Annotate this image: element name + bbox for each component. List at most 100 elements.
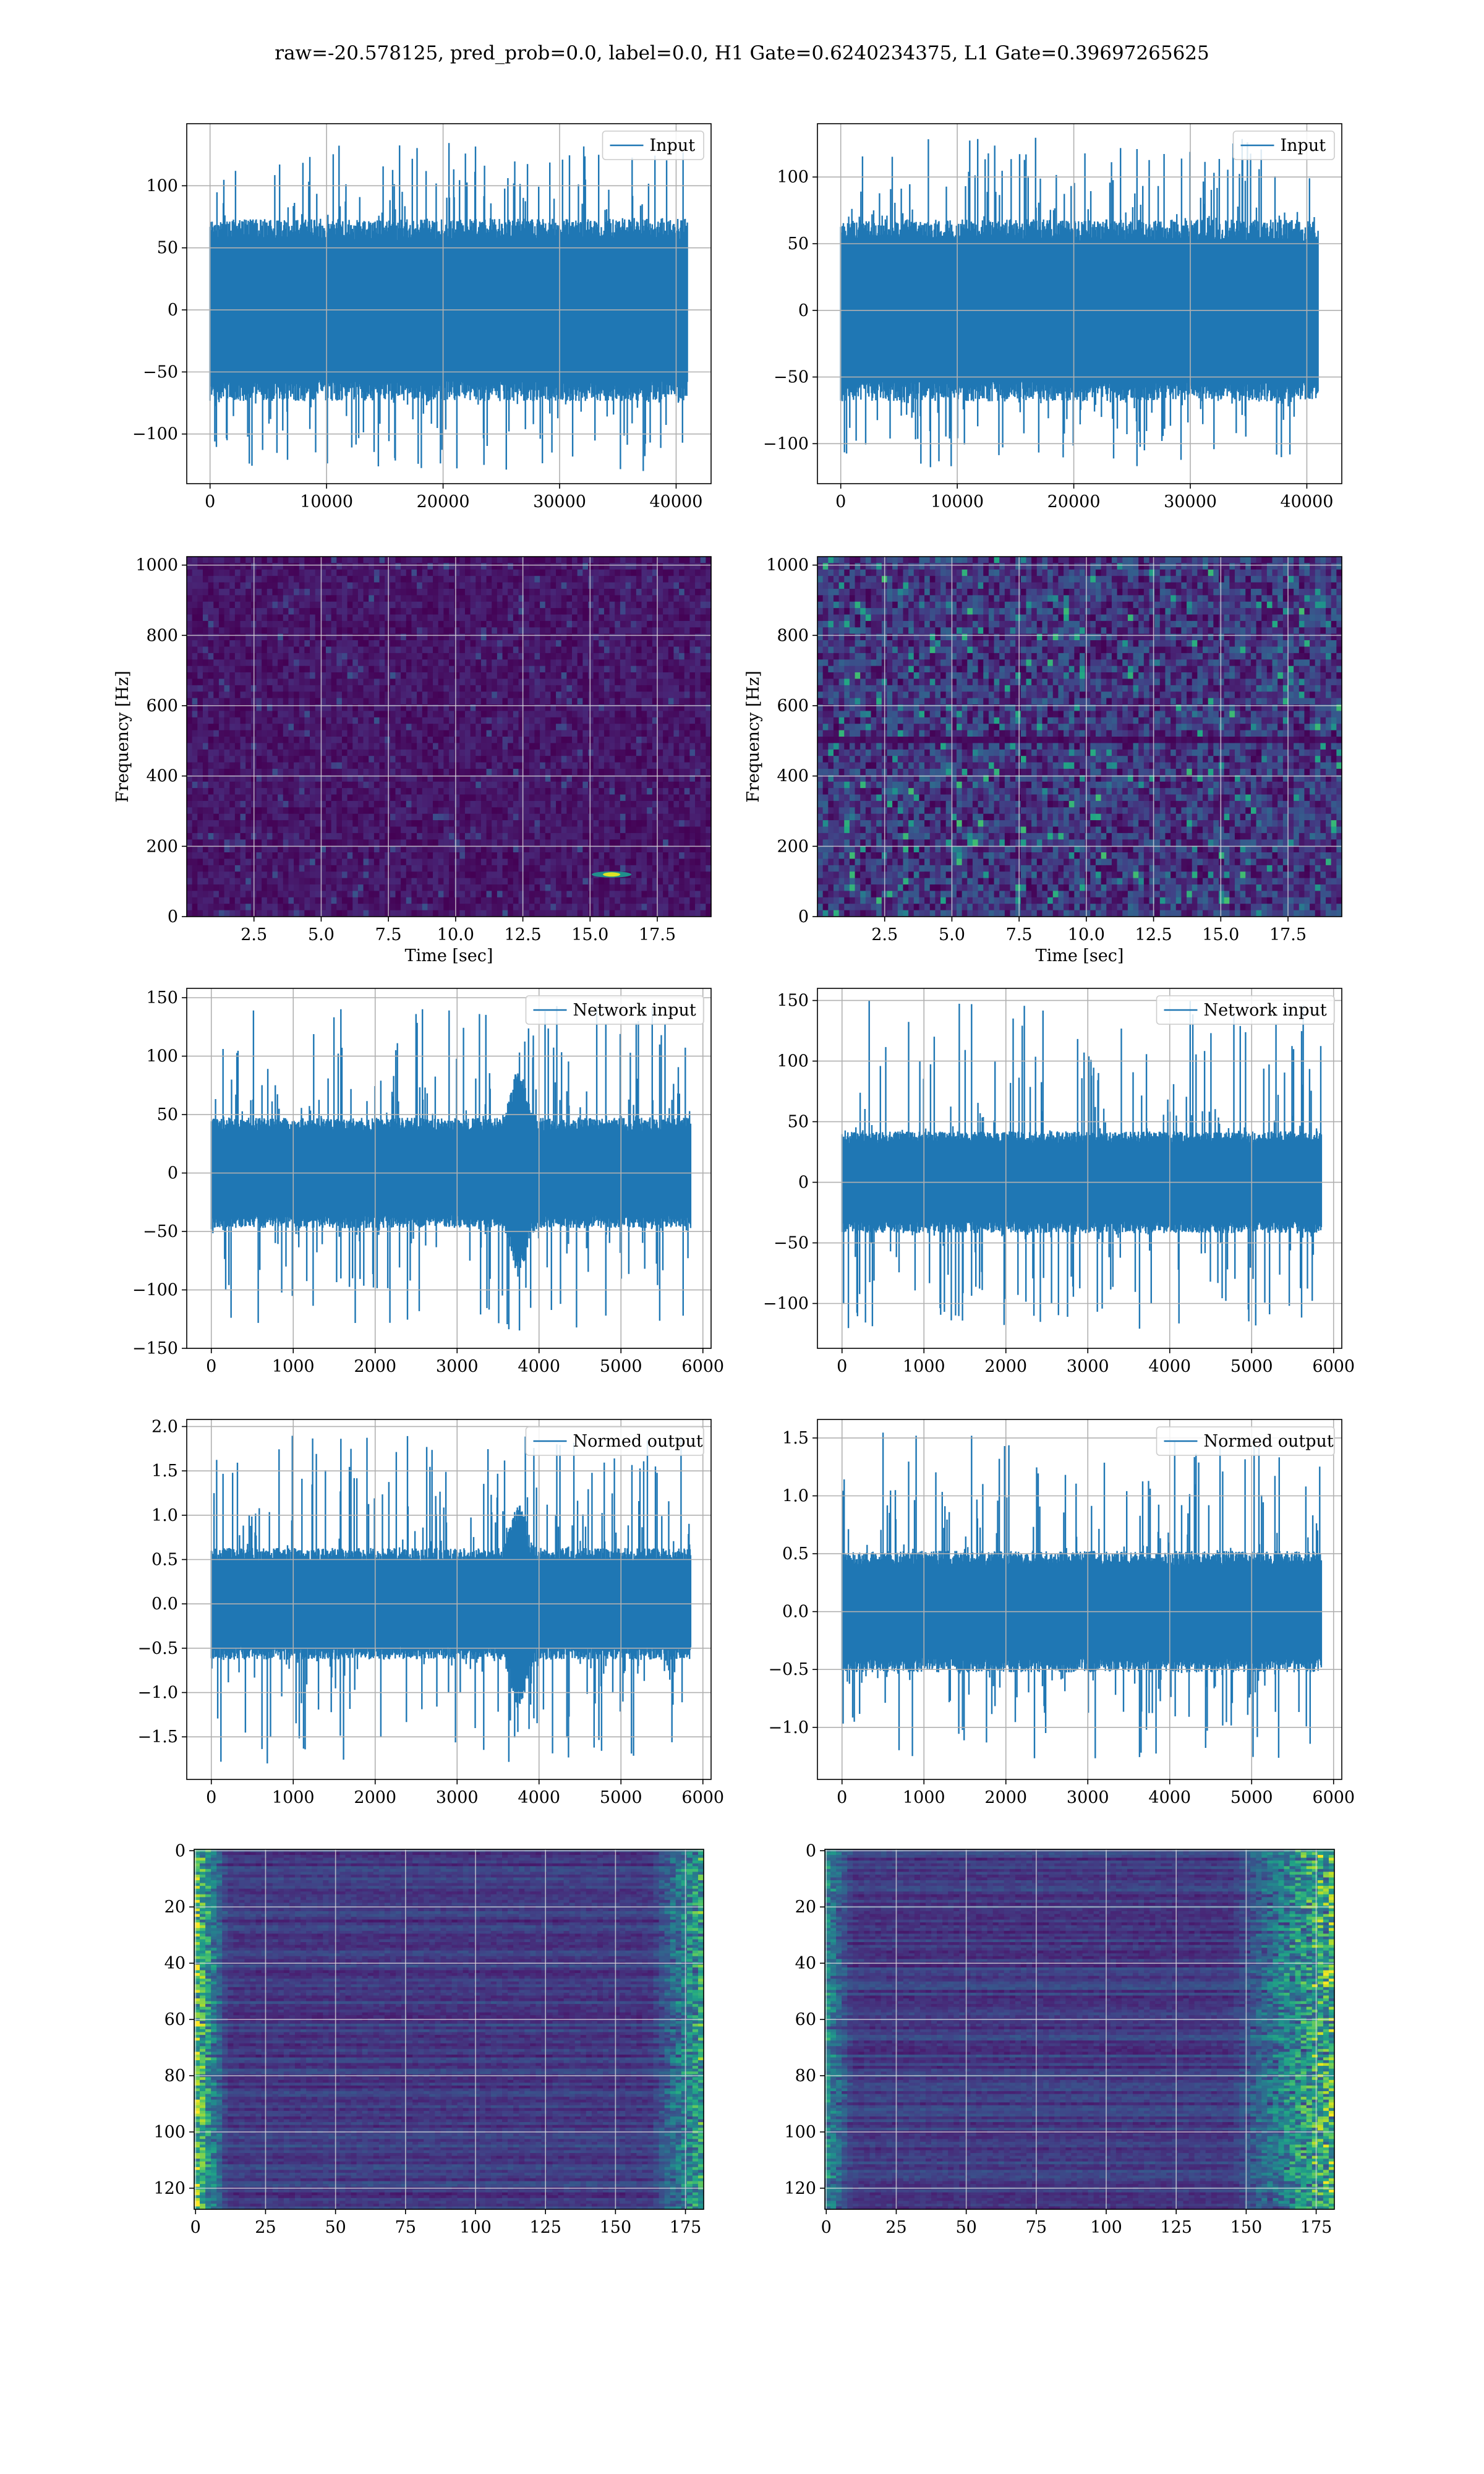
x-tick-label: 2000 <box>354 1788 396 1807</box>
heatmap-image <box>194 1849 704 2210</box>
x-tick-label: 4000 <box>518 1788 560 1807</box>
x-tick-label: 3000 <box>1067 1788 1109 1807</box>
y-axis-label: Frequency [Hz] <box>113 670 132 802</box>
grid-lines <box>187 124 711 484</box>
y-tick-label: −50 <box>774 368 809 387</box>
y-tick-label: 0 <box>168 301 178 320</box>
x-tick-label: 125 <box>529 2218 561 2237</box>
y-tick-label: 80 <box>164 2066 186 2086</box>
y-tick-label: 100 <box>777 1052 809 1071</box>
x-tick-label: 17.5 <box>639 925 676 944</box>
x-tick-label: 2.5 <box>871 925 898 944</box>
x-tick-label: 10000 <box>931 492 984 511</box>
x-tick-label: 7.5 <box>1006 925 1033 944</box>
panel-spectrogram-l1: 2.5 5.0 7.5 10.0 12.5 15.0 17.5 0 200 400 600 800 10… <box>744 556 1342 965</box>
x-tick-label: 1000 <box>272 1357 315 1376</box>
y-tick-label: 0 <box>798 1173 809 1192</box>
y-tick-label: −100 <box>132 1281 178 1300</box>
y-tick-label: 1000 <box>135 556 178 575</box>
y-tick-label: 50 <box>157 239 178 258</box>
heatmap-image <box>187 557 712 917</box>
x-tick-label: 5000 <box>1230 1357 1273 1376</box>
x-tick-label: 5000 <box>1230 1788 1273 1807</box>
x-tick-label: 10.0 <box>1068 925 1105 944</box>
grid-lines <box>817 124 1342 484</box>
y-tick-label: −0.5 <box>137 1639 178 1658</box>
y-tick-label: 100 <box>146 176 178 195</box>
x-tick-label: 5.0 <box>308 925 335 944</box>
y-tick-label: 60 <box>164 2010 186 2029</box>
legend-label: Normed output <box>573 1432 703 1451</box>
axes-frame <box>817 1419 1342 1780</box>
y-tick-label: 20 <box>164 1898 186 1917</box>
legend: Normed output <box>1156 1426 1335 1456</box>
panel-normed-output-h1: 0 1000 2000 3000 4000 5000 6000 −1.5 −1.0 −0.5 0.0… <box>137 1417 724 1807</box>
signal-series-line <box>840 137 1319 468</box>
x-tick-label: 20000 <box>417 492 470 511</box>
x-tick-label: 6000 <box>681 1357 724 1376</box>
y-tick-label: 100 <box>777 168 809 187</box>
legend-label: Input <box>1281 136 1326 155</box>
y-tick-label: 400 <box>146 767 178 786</box>
y-tick-label: 0 <box>798 301 809 320</box>
y-tick-label: 0 <box>806 1841 816 1860</box>
x-tick-label: 50 <box>955 2218 976 2237</box>
y-tick-label: 50 <box>157 1105 178 1124</box>
axes-frame <box>186 556 712 917</box>
y-tick-label: −100 <box>763 1294 809 1313</box>
x-tick-label: 25 <box>255 2218 276 2237</box>
axes-frame <box>186 123 712 484</box>
x-axis-label: Time [sec] <box>1036 946 1124 965</box>
signal-series-line <box>841 1432 1323 1758</box>
x-tick-label: 15.0 <box>571 925 608 944</box>
x-tick-label: 6000 <box>1312 1357 1355 1376</box>
x-tick-label: 4000 <box>1148 1788 1191 1807</box>
y-tick-label: 1.0 <box>782 1487 809 1506</box>
legend: Network input <box>525 995 704 1025</box>
x-tick-label: 2000 <box>984 1788 1027 1807</box>
x-tick-label: 1000 <box>903 1357 945 1376</box>
y-tick-label: 1.5 <box>151 1462 178 1481</box>
y-tick-label: 600 <box>146 696 178 716</box>
signal-series-line <box>841 1000 1323 1329</box>
y-tick-label: 0 <box>798 907 809 927</box>
panel-normed-output-l1: 0 1000 2000 3000 4000 5000 6000 −1.0 −0.5 0.0 0.5 1… <box>768 1419 1355 1807</box>
grid-lines <box>187 557 711 917</box>
x-tick-label: 3000 <box>1067 1357 1109 1376</box>
y-tick-label: 20 <box>795 1898 816 1917</box>
panel-network-input-l1: 0 1000 2000 3000 4000 5000 6000 −100 −50 0 50 100 15… <box>763 988 1355 1376</box>
x-tick-label: 100 <box>1090 2218 1122 2237</box>
x-tick-label: 125 <box>1160 2218 1192 2237</box>
x-tick-label: 2.5 <box>241 925 267 944</box>
grid-lines <box>825 1849 1334 2209</box>
y-axis-label: Frequency [Hz] <box>744 670 763 802</box>
legend-label: Network input <box>573 1001 696 1020</box>
x-tick-label: 0 <box>837 1357 847 1376</box>
panel-input-h1: 0 10000 20000 30000 40000 −100 −50 0 50 100 Input <box>132 123 712 511</box>
y-tick-label: −50 <box>143 362 178 382</box>
x-tick-label: 0 <box>206 1788 216 1807</box>
axes-frame <box>817 123 1342 484</box>
y-tick-label: 200 <box>146 837 178 856</box>
y-tick-label: 0.0 <box>782 1603 809 1622</box>
y-tick-label: 40 <box>164 1954 186 1973</box>
x-tick-label: 0 <box>206 1357 216 1376</box>
grid-lines <box>817 1419 1342 1779</box>
y-tick-label: −1.5 <box>137 1727 178 1747</box>
x-tick-label: 5.0 <box>939 925 965 944</box>
x-tick-label: 150 <box>1230 2218 1263 2237</box>
x-tick-label: 0 <box>205 492 215 511</box>
panel-feature-map-h1: 0 25 50 75 100 125 150 175 0 20 40 60 80 100 120 <box>153 1841 704 2237</box>
legend-label: Input <box>650 136 696 155</box>
x-tick-label: 12.5 <box>505 925 542 944</box>
grid-lines <box>187 1419 711 1779</box>
x-tick-label: 100 <box>459 2218 492 2237</box>
y-tick-label: −150 <box>132 1339 178 1358</box>
x-tick-label: 6000 <box>681 1788 724 1807</box>
x-tick-label: 40000 <box>1281 492 1334 511</box>
panel-feature-map-l1: 0 25 50 75 100 125 150 175 0 20 40 60 80 100 120 <box>784 1841 1335 2237</box>
signal-series-line <box>210 1006 692 1331</box>
x-tick-label: 0 <box>835 492 846 511</box>
y-tick-label: −50 <box>143 1222 178 1241</box>
x-tick-label: 2000 <box>984 1357 1027 1376</box>
